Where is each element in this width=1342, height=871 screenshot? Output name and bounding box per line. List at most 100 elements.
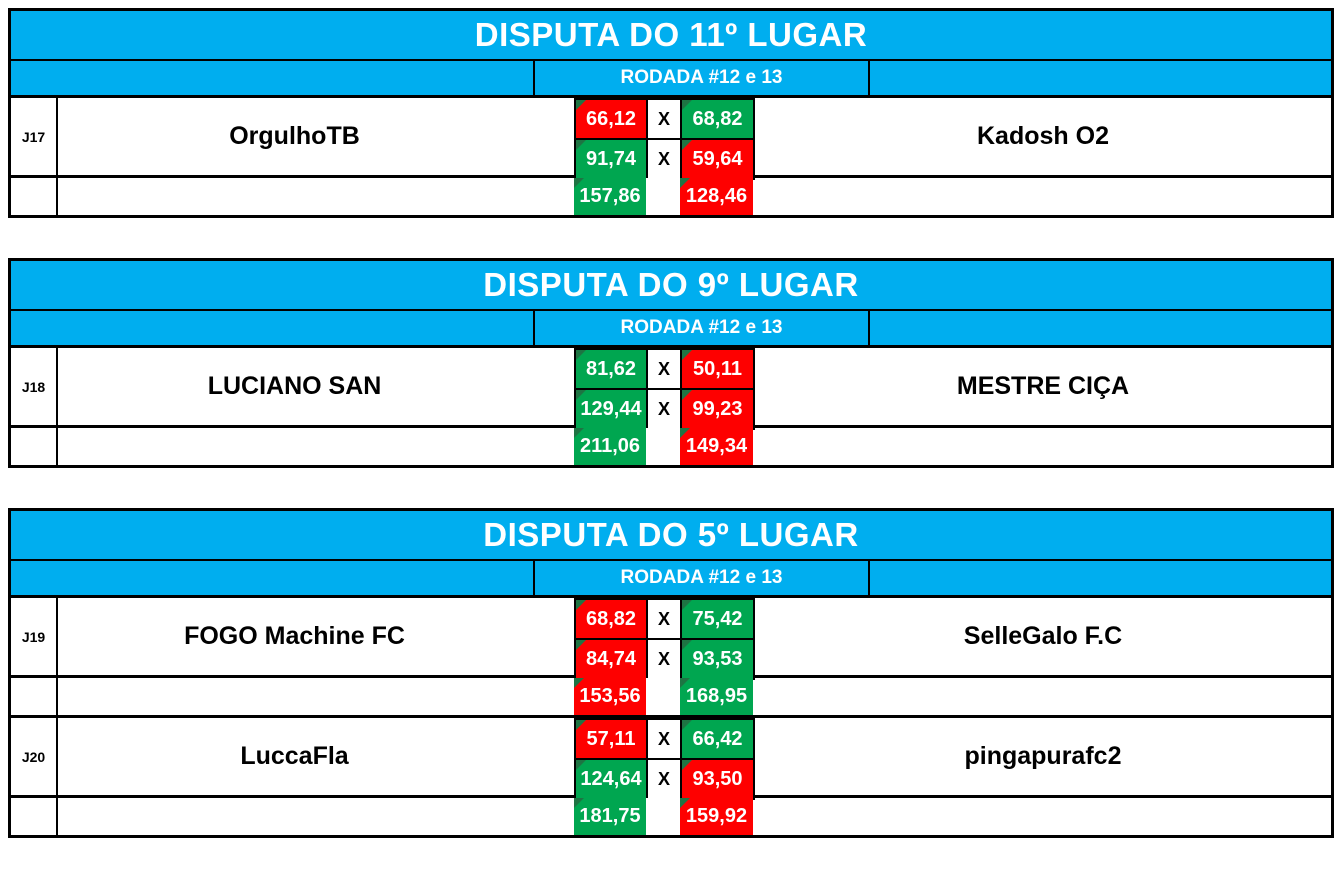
match-id: J20 bbox=[11, 718, 58, 795]
away-score-cell: 68,82 bbox=[680, 98, 755, 140]
round-header-row: RODADA #12 e 13 bbox=[11, 309, 1331, 345]
home-total-cell: 157,86 bbox=[574, 178, 646, 215]
totals-gap-cell bbox=[646, 678, 680, 715]
corner-flag-icon bbox=[682, 140, 692, 150]
score-grid: 81,62 X 50,11 129,44 X bbox=[574, 348, 755, 430]
totals-row: 153,56 168,95 bbox=[11, 675, 1331, 715]
corner-flag-icon bbox=[576, 640, 586, 650]
home-total-cell: 181,75 bbox=[574, 798, 646, 835]
corner-flag-icon bbox=[576, 720, 586, 730]
away-total-cell: 159,92 bbox=[680, 798, 753, 835]
home-score-cell: 124,64 bbox=[574, 758, 648, 800]
away-score-cell: 50,11 bbox=[680, 348, 755, 390]
home-score-value: 91,74 bbox=[585, 147, 637, 170]
empty-away-cell bbox=[753, 798, 1331, 835]
empty-home-cell bbox=[58, 178, 531, 215]
home-score-cell: 68,82 bbox=[574, 598, 648, 640]
home-team-name: OrgulhoTB bbox=[229, 122, 360, 150]
round-header-right-cell bbox=[870, 61, 1331, 95]
round-label: RODADA #12 e 13 bbox=[533, 561, 870, 595]
home-total-cell: 153,56 bbox=[574, 678, 646, 715]
round-header-left-cell bbox=[11, 311, 533, 345]
x-separator: X bbox=[646, 598, 682, 640]
home-score-cell: 57,11 bbox=[574, 718, 648, 760]
round-header-right-cell bbox=[870, 311, 1331, 345]
totals-grid: 153,56 168,95 bbox=[574, 678, 753, 715]
away-score-value: 50,11 bbox=[693, 357, 742, 380]
away-total-value: 168,95 bbox=[685, 685, 748, 707]
away-score-value: 68,82 bbox=[692, 107, 743, 130]
corner-flag-icon bbox=[576, 140, 586, 150]
empty-away-cell bbox=[753, 178, 1331, 215]
away-score-cell: 59,64 bbox=[680, 138, 755, 180]
score-grid: 57,11 X 66,42 124,64 X bbox=[574, 718, 755, 800]
empty-away-cell bbox=[753, 678, 1331, 715]
away-score-value: 75,42 bbox=[692, 607, 743, 630]
totals-row: 181,75 159,92 bbox=[11, 795, 1331, 835]
home-team-name: FOGO Machine FC bbox=[184, 622, 405, 650]
corner-flag-icon bbox=[680, 798, 690, 808]
corner-flag-icon bbox=[682, 760, 692, 770]
score-grid: 68,82 X 75,42 84,74 X bbox=[574, 598, 755, 680]
x-separator: X bbox=[646, 348, 682, 390]
match-id: J17 bbox=[11, 98, 58, 175]
table-title: DISPUTA DO 11º LUGAR bbox=[11, 11, 1331, 59]
spacer-cell bbox=[531, 798, 574, 835]
corner-flag-icon bbox=[682, 100, 692, 110]
x-separator: X bbox=[646, 758, 682, 800]
home-score-cell: 81,62 bbox=[574, 348, 648, 390]
away-score-cell: 93,53 bbox=[680, 638, 755, 680]
corner-flag-icon bbox=[682, 720, 692, 730]
away-total-value: 159,92 bbox=[685, 805, 748, 827]
totals-row: 157,86 128,46 bbox=[11, 175, 1331, 215]
empty-away-cell bbox=[753, 428, 1331, 465]
spacer-cell bbox=[531, 598, 574, 675]
home-total-value: 181,75 bbox=[579, 805, 641, 827]
away-team-name: SelleGalo F.C bbox=[963, 622, 1123, 650]
spacer-cell bbox=[531, 98, 574, 175]
round-label: RODADA #12 e 13 bbox=[533, 311, 870, 345]
round-header-left-cell bbox=[11, 61, 533, 95]
home-score-cell: 84,74 bbox=[574, 638, 648, 680]
corner-flag-icon bbox=[574, 798, 584, 808]
home-score-cell: 91,74 bbox=[574, 138, 648, 180]
away-team-name: pingapurafc2 bbox=[964, 742, 1122, 770]
away-score-cell: 75,42 bbox=[680, 598, 755, 640]
corner-flag-icon bbox=[576, 600, 586, 610]
home-total-value: 153,56 bbox=[579, 685, 641, 707]
away-score-cell: 66,42 bbox=[680, 718, 755, 760]
bracket-table-11th-place: DISPUTA DO 11º LUGAR RODADA #12 e 13 J17… bbox=[8, 8, 1334, 218]
home-team-name: LUCIANO SAN bbox=[207, 372, 382, 400]
totals-gap-cell bbox=[646, 178, 680, 215]
home-score-value: 129,44 bbox=[580, 397, 642, 420]
round-header-right-cell bbox=[870, 561, 1331, 595]
away-total-cell: 128,46 bbox=[680, 178, 753, 215]
score-grid: 66,12 X 68,82 91,74 X bbox=[574, 98, 755, 180]
home-score-cell: 129,44 bbox=[574, 388, 648, 430]
home-score-value: 66,12 bbox=[585, 107, 637, 130]
home-score-value: 124,64 bbox=[580, 767, 642, 790]
home-score-value: 84,74 bbox=[585, 647, 637, 670]
away-total-cell: 149,34 bbox=[680, 428, 753, 465]
home-team-name: LuccaFla bbox=[240, 742, 349, 770]
table-title: DISPUTA DO 5º LUGAR bbox=[11, 511, 1331, 559]
round-header-left-cell bbox=[11, 561, 533, 595]
round-header-row: RODADA #12 e 13 bbox=[11, 559, 1331, 595]
corner-flag-icon bbox=[574, 428, 584, 438]
match-id: J19 bbox=[11, 598, 58, 675]
home-total-value: 211,06 bbox=[579, 435, 641, 457]
spacer-cell bbox=[531, 178, 574, 215]
empty-home-cell bbox=[58, 678, 531, 715]
home-score-cell: 66,12 bbox=[574, 98, 648, 140]
bracket-table-5th-place: DISPUTA DO 5º LUGAR RODADA #12 e 13 J19 … bbox=[8, 508, 1334, 838]
away-score-value: 99,23 bbox=[692, 397, 743, 420]
corner-flag-icon bbox=[574, 178, 584, 188]
round-header-row: RODADA #12 e 13 bbox=[11, 59, 1331, 95]
corner-flag-icon bbox=[682, 390, 692, 400]
away-score-value: 66,42 bbox=[692, 727, 743, 750]
x-separator: X bbox=[646, 718, 682, 760]
away-total-value: 128,46 bbox=[685, 185, 748, 207]
away-total-value: 149,34 bbox=[685, 435, 748, 457]
corner-flag-icon bbox=[680, 178, 690, 188]
match-id: J18 bbox=[11, 348, 58, 425]
